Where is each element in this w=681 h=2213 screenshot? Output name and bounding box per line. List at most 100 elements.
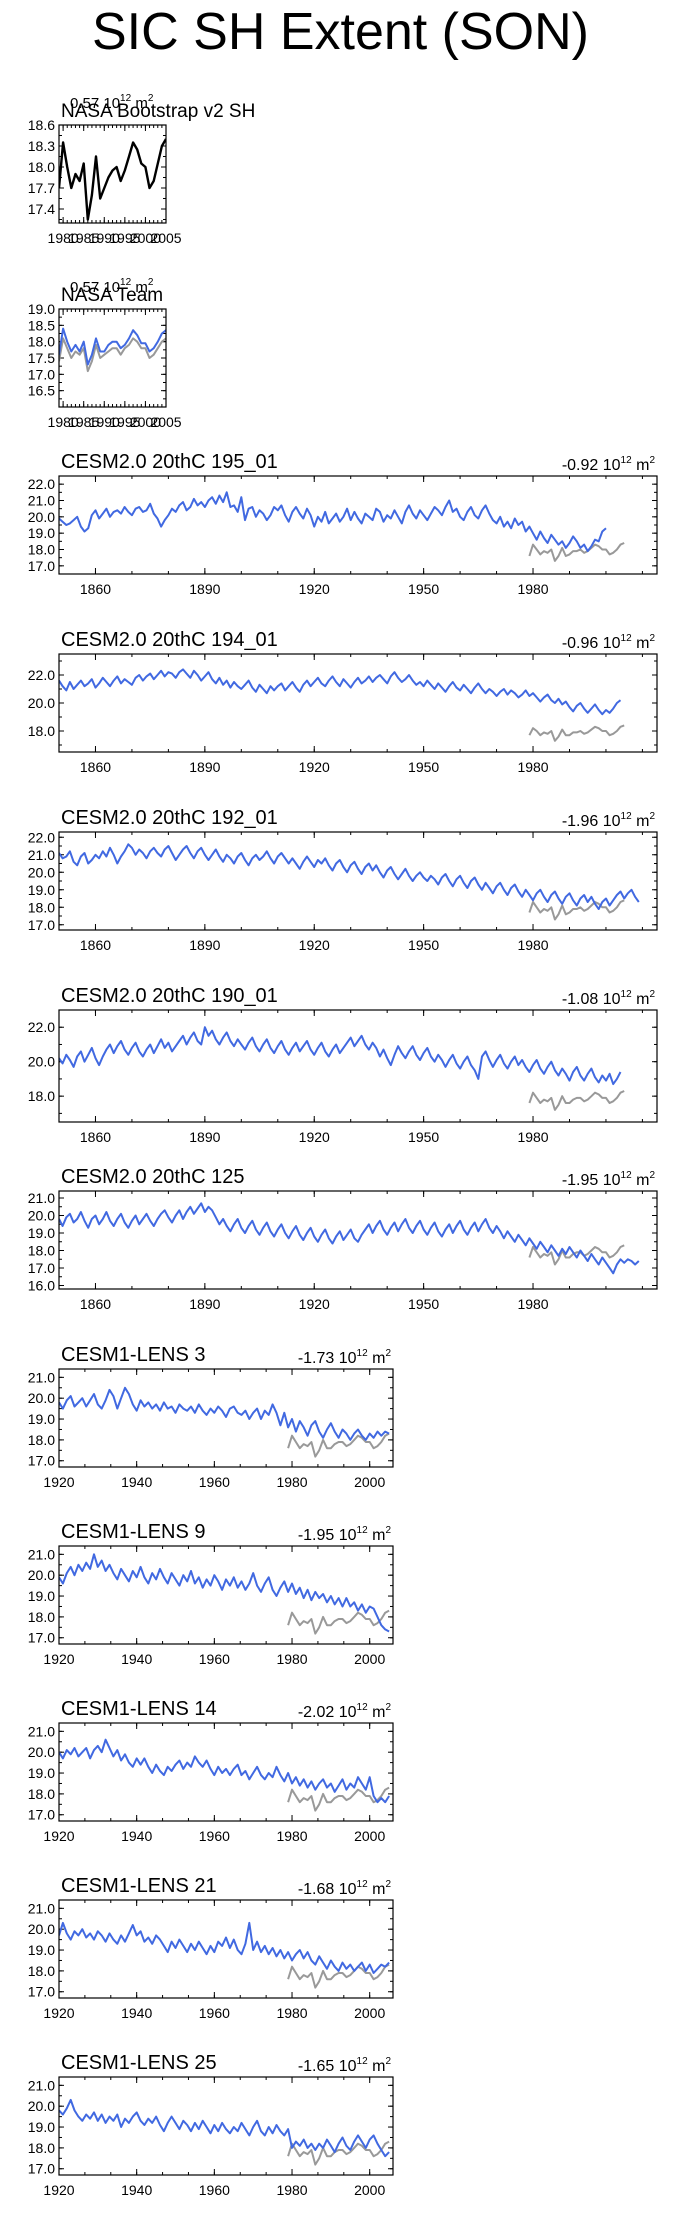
y-tick-label: 18.0 xyxy=(28,1088,55,1104)
trend-label: -1.95 1012 m2 xyxy=(298,1525,392,1544)
y-tick-label: 20.0 xyxy=(28,695,55,711)
chart-title: CESM2.0 20thC 195_01 xyxy=(61,451,278,473)
obs-series-line xyxy=(59,138,166,221)
y-tick-label: 18.0 xyxy=(28,334,55,350)
obs-series-line xyxy=(528,1090,625,1111)
x-tick-label: 1950 xyxy=(408,581,439,597)
x-tick-label: 1920 xyxy=(299,1129,330,1145)
plot-frame xyxy=(58,1009,658,1123)
x-tick-label: 1960 xyxy=(199,1651,230,1667)
y-tick-label: 18.3 xyxy=(28,138,55,154)
plot-frame xyxy=(58,308,167,408)
chart-title: CESM1-LENS 25 xyxy=(61,2052,217,2074)
y-tick-label: 18.6 xyxy=(28,117,55,133)
y-tick-label: 17.5 xyxy=(28,350,55,366)
x-tick-label: 1860 xyxy=(80,581,111,597)
obs-series-line xyxy=(287,1963,390,1989)
x-tick-label: 1890 xyxy=(189,759,220,775)
x-tick-label: 1950 xyxy=(408,1296,439,1312)
y-tick-label: 18.0 xyxy=(28,1243,55,1259)
x-tick-label: 1990 xyxy=(89,414,120,430)
chart-title: NASA Bootstrap v2 SH xyxy=(61,101,255,122)
plot-frame xyxy=(58,831,658,931)
x-tick-label: 1980 xyxy=(517,1296,548,1312)
trend-label: -1.65 1012 m2 xyxy=(298,2056,392,2075)
chart-panel: CESM2.0 20thC 192_01 -1.96 1012 m2 17.0 18.… xyxy=(28,807,658,953)
x-tick-label: 1960 xyxy=(199,2005,230,2021)
y-tick-label: 21.0 xyxy=(28,1190,55,1206)
x-tick-label: 1860 xyxy=(80,759,111,775)
x-tick-label: 1920 xyxy=(299,581,330,597)
x-tick-label: 1980 xyxy=(48,414,79,430)
obs-series-line xyxy=(287,1432,390,1458)
model-series-line xyxy=(59,1921,390,1974)
x-tick-label: 1980 xyxy=(276,1828,307,1844)
trend-label: -1.73 1012 m2 xyxy=(298,1348,392,1367)
y-tick-label: 22.0 xyxy=(28,829,55,845)
y-tick-label: 21.0 xyxy=(28,1546,55,1562)
chart-panel: CESM1-LENS 21 -1.68 1012 m2 17.0 18.0 19.0 20… xyxy=(28,1875,394,2021)
model-series-line xyxy=(59,1026,622,1086)
x-tick-label: 1860 xyxy=(80,1129,111,1145)
plot-frame xyxy=(58,2076,394,2176)
chart-panel: CESM1-LENS 3 -1.73 1012 m2 17.0 18.0 19.0 20.… xyxy=(28,1344,394,1490)
obs-series-line xyxy=(528,1244,625,1266)
x-tick-label: 1920 xyxy=(43,2005,74,2021)
chart-panel: CESM2.0 20thC 194_01 -0.96 1012 m2 18.0 20.… xyxy=(28,629,658,775)
y-tick-label: 22.0 xyxy=(28,667,55,683)
y-tick-label: 17.7 xyxy=(28,180,55,196)
x-tick-label: 2000 xyxy=(130,230,161,246)
y-tick-label: 17.0 xyxy=(28,1453,55,1469)
x-tick-label: 1980 xyxy=(48,230,79,246)
x-tick-label: 1890 xyxy=(189,937,220,953)
trend-label: 0.57 1012 m2 xyxy=(70,277,154,296)
x-tick-label: 1990 xyxy=(89,230,120,246)
y-tick-label: 21.0 xyxy=(28,847,55,863)
x-tick-label: 1980 xyxy=(276,1651,307,1667)
trend-label: -1.95 1012 m2 xyxy=(562,1170,656,1189)
x-tick-label: 1940 xyxy=(121,2182,152,2198)
y-tick-label: 16.0 xyxy=(28,1278,55,1294)
x-tick-label: 1980 xyxy=(276,2005,307,2021)
x-tick-label: 1920 xyxy=(43,2182,74,2198)
chart-title: CESM1-LENS 14 xyxy=(61,1698,217,1720)
obs-series-line xyxy=(528,542,625,562)
chart-title: CESM2.0 20thC 192_01 xyxy=(61,807,278,829)
obs-series-line xyxy=(59,337,166,373)
y-tick-label: 18.0 xyxy=(28,2140,55,2156)
x-tick-label: 1980 xyxy=(517,1129,548,1145)
x-tick-label: 1920 xyxy=(43,1651,74,1667)
x-tick-label: 1980 xyxy=(517,937,548,953)
model-series-line xyxy=(59,1202,640,1275)
y-tick-label: 18.0 xyxy=(28,1963,55,1979)
x-tick-label: 1960 xyxy=(199,1474,230,1490)
chart-title: NASA Team xyxy=(61,285,163,306)
y-tick-label: 22.0 xyxy=(28,476,55,492)
x-tick-label: 1995 xyxy=(109,230,140,246)
plot-frame xyxy=(58,1368,394,1468)
model-series-line xyxy=(59,2098,390,2158)
y-tick-label: 18.0 xyxy=(28,723,55,739)
trend-label: -1.68 1012 m2 xyxy=(298,1879,392,1898)
plot-frame xyxy=(58,124,167,224)
y-tick-label: 17.0 xyxy=(28,1984,55,2000)
trend-label: -1.08 1012 m2 xyxy=(562,989,656,1008)
x-tick-label: 2000 xyxy=(354,1828,385,1844)
y-tick-label: 19.0 xyxy=(28,2119,55,2135)
x-tick-label: 2000 xyxy=(354,2005,385,2021)
y-tick-label: 17.0 xyxy=(28,917,55,933)
chart-panel: CESM1-LENS 25 -1.65 1012 m2 17.0 18.0 19.0 20… xyxy=(28,2052,394,2198)
y-tick-label: 20.0 xyxy=(28,509,55,525)
y-tick-label: 20.0 xyxy=(28,1390,55,1406)
x-tick-label: 1985 xyxy=(68,414,99,430)
trend-label: 0.57 1012 m2 xyxy=(70,93,154,112)
plot-frame xyxy=(58,1545,394,1645)
chart-title: CESM2.0 20thC 190_01 xyxy=(61,985,278,1007)
x-tick-label: 1940 xyxy=(121,1651,152,1667)
chart-title: CESM1-LENS 21 xyxy=(61,1875,217,1897)
y-tick-label: 20.0 xyxy=(28,1744,55,1760)
plot-frame xyxy=(58,1722,394,1822)
x-tick-label: 1890 xyxy=(189,581,220,597)
y-tick-label: 18.0 xyxy=(28,1786,55,1802)
